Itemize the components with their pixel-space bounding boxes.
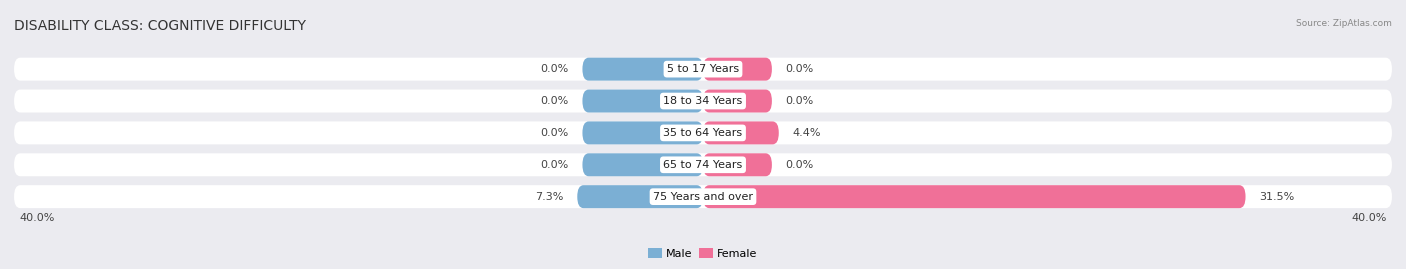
Text: 0.0%: 0.0% bbox=[786, 96, 814, 106]
Text: 40.0%: 40.0% bbox=[1351, 213, 1386, 223]
Text: 0.0%: 0.0% bbox=[540, 64, 568, 74]
Text: 4.4%: 4.4% bbox=[793, 128, 821, 138]
FancyBboxPatch shape bbox=[582, 153, 703, 176]
FancyBboxPatch shape bbox=[14, 58, 1392, 81]
FancyBboxPatch shape bbox=[14, 185, 1392, 208]
Text: 65 to 74 Years: 65 to 74 Years bbox=[664, 160, 742, 170]
FancyBboxPatch shape bbox=[582, 58, 703, 81]
FancyBboxPatch shape bbox=[14, 121, 1392, 144]
Text: 0.0%: 0.0% bbox=[540, 160, 568, 170]
Text: DISABILITY CLASS: COGNITIVE DIFFICULTY: DISABILITY CLASS: COGNITIVE DIFFICULTY bbox=[14, 19, 307, 33]
Text: 0.0%: 0.0% bbox=[540, 128, 568, 138]
Text: 40.0%: 40.0% bbox=[20, 213, 55, 223]
Text: Source: ZipAtlas.com: Source: ZipAtlas.com bbox=[1296, 19, 1392, 28]
Text: 75 Years and over: 75 Years and over bbox=[652, 192, 754, 202]
FancyBboxPatch shape bbox=[14, 90, 1392, 112]
FancyBboxPatch shape bbox=[703, 121, 779, 144]
Text: 0.0%: 0.0% bbox=[786, 64, 814, 74]
FancyBboxPatch shape bbox=[582, 90, 703, 112]
Text: 5 to 17 Years: 5 to 17 Years bbox=[666, 64, 740, 74]
FancyBboxPatch shape bbox=[703, 185, 1246, 208]
FancyBboxPatch shape bbox=[703, 90, 772, 112]
Text: 0.0%: 0.0% bbox=[540, 96, 568, 106]
Text: 18 to 34 Years: 18 to 34 Years bbox=[664, 96, 742, 106]
Text: 31.5%: 31.5% bbox=[1260, 192, 1295, 202]
FancyBboxPatch shape bbox=[578, 185, 703, 208]
Text: 35 to 64 Years: 35 to 64 Years bbox=[664, 128, 742, 138]
FancyBboxPatch shape bbox=[703, 153, 772, 176]
Text: 7.3%: 7.3% bbox=[536, 192, 564, 202]
FancyBboxPatch shape bbox=[14, 153, 1392, 176]
Legend: Male, Female: Male, Female bbox=[644, 244, 762, 263]
FancyBboxPatch shape bbox=[703, 58, 772, 81]
Text: 0.0%: 0.0% bbox=[786, 160, 814, 170]
FancyBboxPatch shape bbox=[582, 121, 703, 144]
